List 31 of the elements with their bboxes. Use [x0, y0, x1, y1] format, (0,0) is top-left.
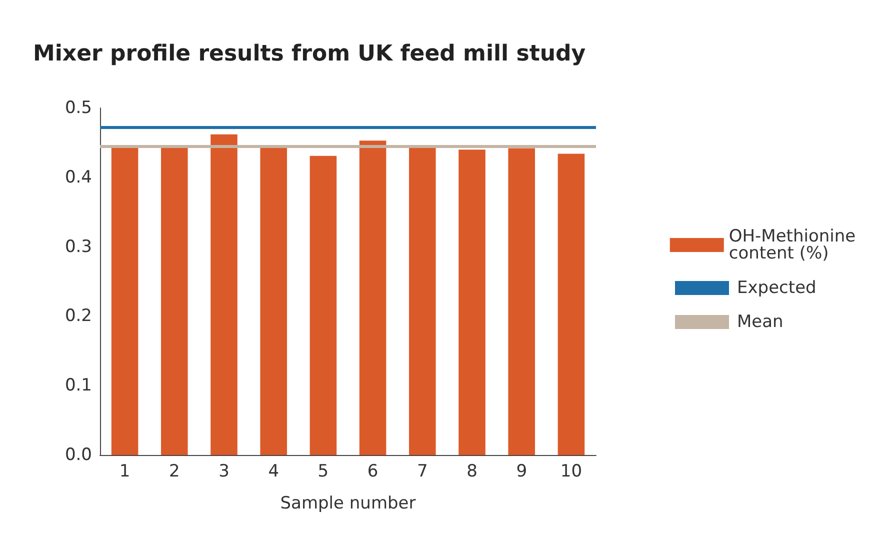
y-tick-label: 0.4 — [64, 167, 92, 188]
x-tick-label: 7 — [416, 462, 428, 482]
bar — [458, 150, 486, 455]
x-tick-label: 8 — [466, 462, 478, 482]
x-tick-label: 3 — [218, 462, 230, 482]
bar — [310, 156, 337, 455]
x-axis-title: Sample number — [280, 494, 416, 514]
legend-label: Expected — [737, 278, 816, 298]
bar — [260, 146, 287, 455]
bar — [409, 146, 436, 455]
x-tick-label: 1 — [119, 462, 130, 482]
bar — [508, 148, 535, 455]
bar — [210, 134, 238, 455]
x-tick-label: 5 — [318, 462, 329, 482]
legend-label: Mean — [737, 312, 784, 332]
y-tick-label: 0.1 — [64, 376, 92, 396]
y-tick-label: 0.3 — [64, 236, 92, 257]
x-tick-label: 2 — [168, 462, 180, 482]
bar — [161, 146, 188, 455]
bar — [359, 140, 386, 455]
y-tick-label: 0.5 — [64, 98, 92, 118]
chart-title: Mixer profile results from UK feed mill study — [33, 42, 586, 66]
x-tick-label: 10 — [560, 462, 582, 482]
x-tick-label: 9 — [516, 462, 528, 482]
legend-label: OH-Methionine content (%) — [728, 226, 861, 264]
y-tick-label: 0.0 — [64, 445, 92, 465]
y-tick-label: 0.2 — [64, 306, 92, 326]
bar — [558, 154, 585, 455]
x-tick-label: 4 — [268, 462, 280, 482]
bar — [111, 146, 138, 455]
x-tick-label: 6 — [367, 462, 378, 482]
